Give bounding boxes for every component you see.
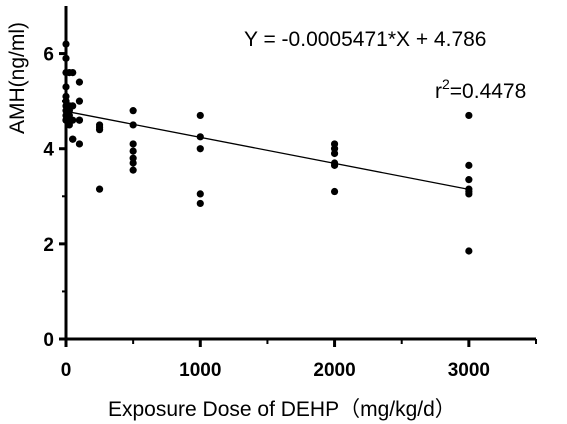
data-point: [69, 135, 77, 143]
x-axis-label: Exposure Dose of DEHP（mg/kg/d）: [108, 398, 456, 421]
data-point: [196, 133, 204, 141]
y-axis-label: AMH(ng/ml): [6, 22, 29, 134]
data-point: [129, 159, 137, 167]
r-squared-value: =0.4478: [450, 80, 527, 103]
data-point: [129, 121, 137, 129]
data-point: [95, 185, 104, 193]
data-point: [62, 83, 70, 91]
data-point: [196, 111, 204, 120]
x-tick-label: 0: [61, 360, 72, 381]
r-squared-superscript: 2: [442, 76, 450, 92]
data-point: [196, 145, 204, 153]
data-point: [330, 149, 339, 158]
data-points: [62, 40, 473, 255]
data-point: [330, 187, 339, 196]
data-point: [465, 247, 473, 255]
data-point: [75, 140, 84, 148]
regression-equation: Y = -0.0005471*X + 4.786: [244, 28, 486, 51]
y-tick-label: 6: [43, 45, 54, 66]
x-tick-label: 1000: [179, 360, 221, 381]
data-point: [129, 107, 137, 115]
data-point: [69, 102, 77, 110]
tick-labels: 0 2 4 6 0 1000 2000 3000: [43, 45, 490, 381]
data-point: [129, 140, 137, 148]
r-squared-label: r2=0.4478: [435, 76, 526, 103]
data-point: [129, 147, 137, 155]
data-point: [465, 161, 473, 169]
data-point: [129, 166, 137, 174]
data-point: [196, 190, 204, 198]
tick-marks: [59, 52, 537, 347]
data-point: [95, 126, 104, 134]
y-tick-label: 4: [43, 140, 54, 161]
data-point: [69, 116, 77, 124]
y-tick-label: 2: [43, 235, 54, 256]
y-tick-label: 0: [43, 330, 54, 351]
r-squared-prefix: r: [435, 80, 442, 103]
x-tick-label: 2000: [313, 360, 355, 381]
data-point: [62, 40, 70, 48]
data-point: [465, 176, 473, 184]
x-tick-label: 3000: [448, 360, 490, 381]
data-point: [69, 69, 77, 77]
data-point: [75, 78, 84, 86]
data-point: [465, 111, 473, 120]
data-point: [75, 116, 84, 124]
data-point: [465, 190, 473, 198]
data-point: [196, 199, 204, 208]
data-point: [330, 161, 339, 169]
data-point: [62, 54, 70, 62]
data-point: [75, 97, 84, 105]
regression-line: [65, 110, 469, 191]
